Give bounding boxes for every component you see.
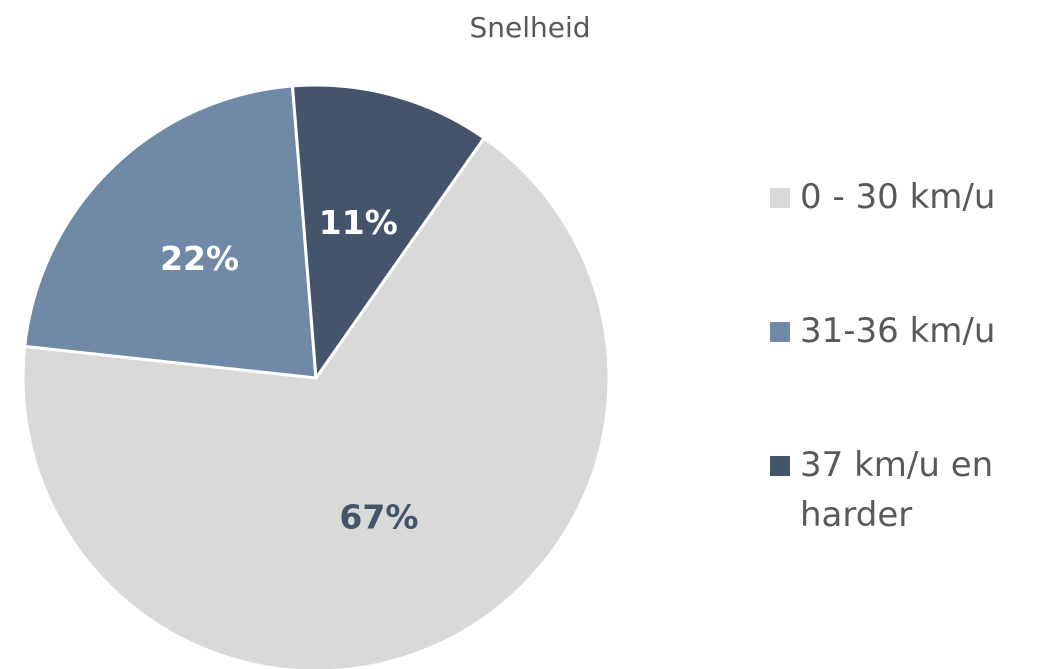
legend-label-37-plus: 37 km/u en harder [800,445,994,535]
data-label-31-36: 22% [160,239,239,278]
legend-swatch-31-36 [770,322,790,342]
legend-swatch-37-plus [770,456,790,476]
legend-item-0-30: 0 - 30 km/u [770,172,1030,222]
legend-swatch-0-30 [770,188,790,208]
chart-title: Snelheid [469,11,591,44]
legend-label-31-36: 31-36 km/u [800,311,996,351]
legend-item-31-36: 31-36 km/u [770,306,1030,356]
legend-label-0-30: 0 - 30 km/u [800,177,996,217]
pie-slice-0-30 [21,136,611,669]
data-label-37-plus: 11% [319,203,398,242]
pie-slice-37-plus [291,83,486,380]
pie-slice-31-36 [23,84,318,380]
data-label-0-30: 67% [339,497,418,536]
legend-item-37-plus: 37 km/u en harder [770,440,1030,540]
